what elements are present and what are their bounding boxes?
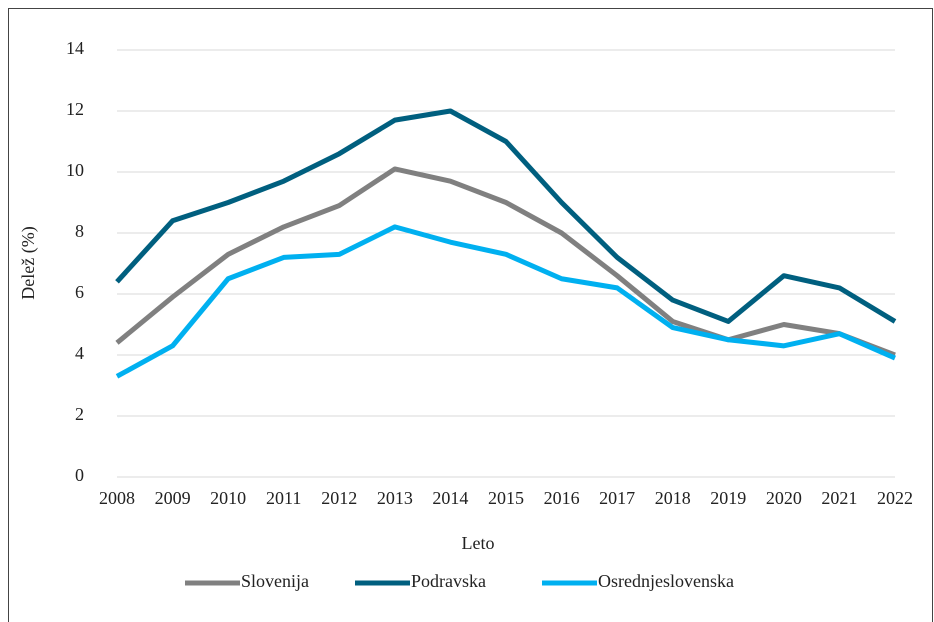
- legend-label: Slovenija: [241, 571, 309, 591]
- x-tick-label: 2008: [99, 488, 135, 508]
- y-tick-label: 14: [66, 38, 84, 58]
- x-tick-label: 2014: [432, 488, 468, 508]
- y-tick-label: 6: [75, 282, 84, 302]
- y-tick-label: 10: [66, 160, 84, 180]
- chart-frame: [8, 8, 933, 622]
- x-tick-label: 2021: [821, 488, 857, 508]
- x-tick-label: 2011: [266, 488, 301, 508]
- legend-label: Podravska: [411, 571, 486, 591]
- y-tick-label: 4: [75, 343, 84, 363]
- x-tick-label: 2017: [599, 488, 635, 508]
- y-axis-title: Delež (%): [18, 226, 39, 299]
- data-line: [115, 166, 896, 358]
- y-tick-label: 2: [75, 404, 84, 424]
- x-tick-label: 2019: [710, 488, 746, 508]
- y-tick-label: 8: [75, 221, 84, 241]
- x-tick-label: 2009: [155, 488, 191, 508]
- legend-label: Osrednjeslovenska: [598, 571, 734, 591]
- x-tick-label: 2022: [877, 488, 913, 508]
- x-axis-title: Leto: [462, 533, 495, 553]
- x-tick-label: 2018: [655, 488, 691, 508]
- x-tick-label: 2012: [321, 488, 357, 508]
- data-line: [115, 108, 897, 324]
- x-tick-label: 2013: [377, 488, 413, 508]
- y-tick-label: 0: [75, 465, 84, 485]
- x-tick-label: 2020: [766, 488, 802, 508]
- x-tick-label: 2010: [210, 488, 246, 508]
- x-tick-label: 2015: [488, 488, 524, 508]
- x-tick-label: 2016: [544, 488, 580, 508]
- data-line: [115, 224, 897, 379]
- y-tick-label: 12: [66, 99, 84, 119]
